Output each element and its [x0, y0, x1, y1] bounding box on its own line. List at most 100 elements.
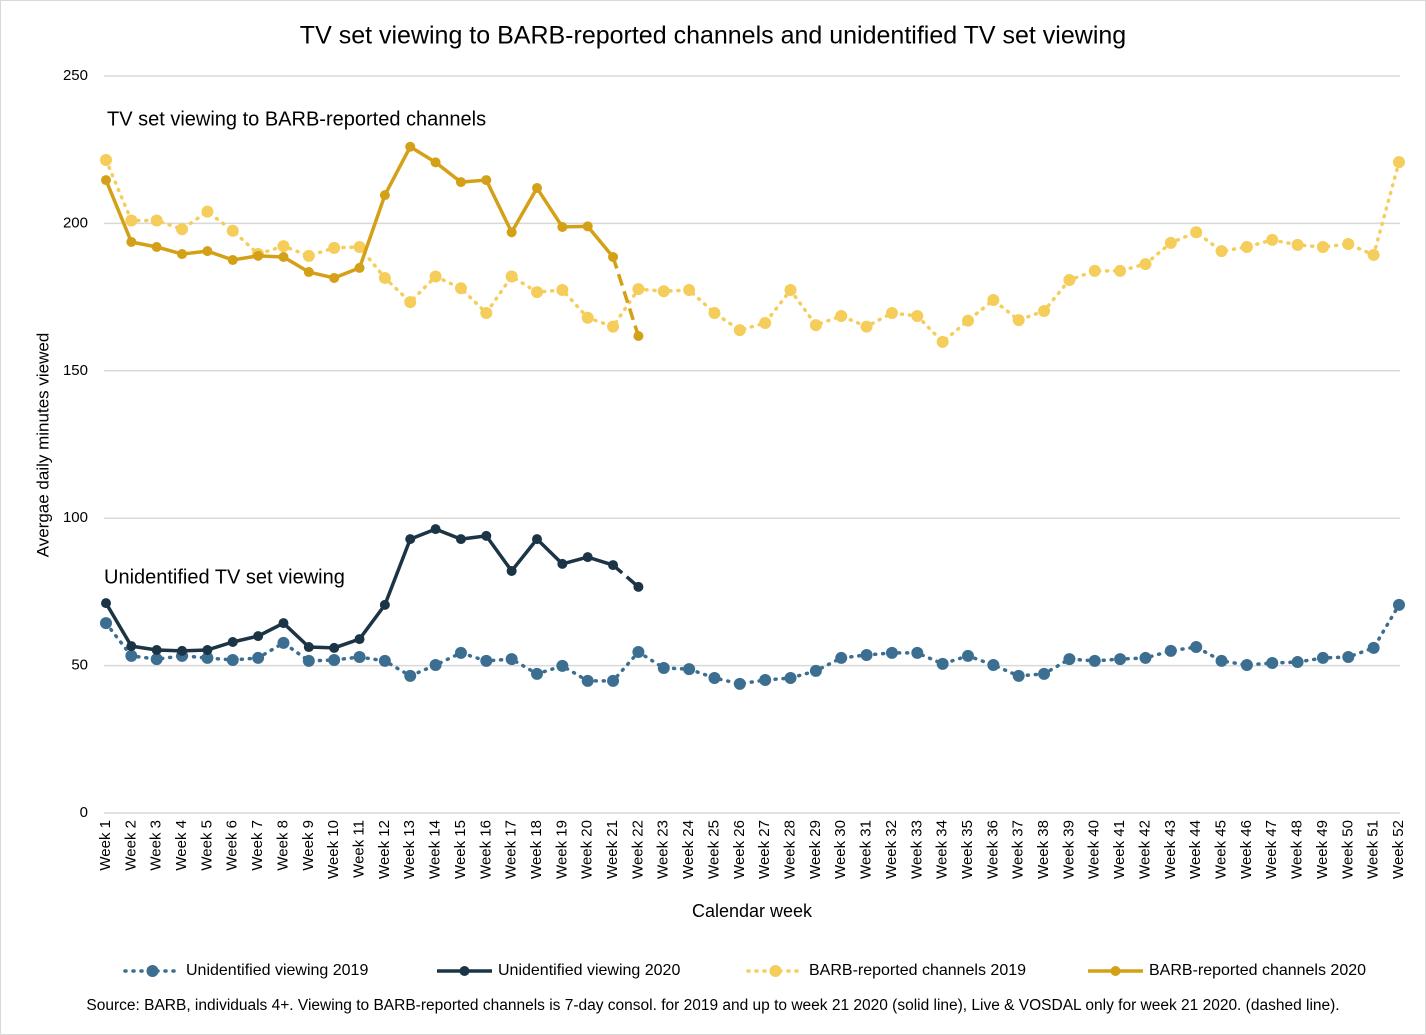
- data-point: [936, 335, 949, 348]
- data-point: [278, 252, 289, 263]
- data-point: [532, 183, 542, 194]
- data-point: [405, 534, 416, 545]
- x-tick-label: Week 48: [1289, 820, 1306, 879]
- data-point: [1164, 644, 1177, 657]
- x-tick-label: Week 12: [376, 820, 393, 879]
- data-point: [278, 618, 289, 629]
- data-point: [784, 671, 797, 684]
- data-point: [201, 205, 214, 218]
- data-point: [987, 294, 1000, 307]
- data-point: [708, 671, 721, 684]
- legend-label: Unidentified viewing 2020: [498, 962, 680, 979]
- series-line-dashed: [611, 563, 640, 589]
- data-point: [1316, 240, 1329, 253]
- data-point: [226, 653, 239, 666]
- x-tick-label: Week 7: [249, 820, 266, 871]
- data-point: [1190, 226, 1203, 239]
- x-tick-label: Week 18: [528, 820, 545, 879]
- x-tick-label: Week 45: [1212, 820, 1229, 879]
- legend-marker: [459, 966, 470, 976]
- x-tick-label: Week 27: [756, 820, 773, 879]
- data-point: [202, 644, 213, 655]
- data-point: [277, 636, 290, 649]
- y-tick-label: 100: [63, 509, 88, 526]
- data-point: [506, 227, 517, 238]
- data-point: [126, 236, 137, 247]
- x-tick-label: Week 44: [1187, 820, 1204, 879]
- data-point: [911, 646, 924, 659]
- data-point: [1367, 248, 1380, 261]
- y-tick-label: 150: [63, 362, 88, 379]
- data-point: [1316, 651, 1329, 664]
- x-tick-label: Week 33: [908, 820, 925, 879]
- data-point: [1291, 238, 1304, 251]
- x-tick-label: Week 15: [452, 820, 469, 879]
- data-point: [1164, 236, 1177, 249]
- data-point: [125, 214, 138, 227]
- data-point: [784, 284, 797, 297]
- data-point: [1012, 314, 1025, 327]
- data-point: [202, 246, 213, 257]
- data-point: [987, 659, 1000, 672]
- data-point: [378, 271, 391, 284]
- data-point: [733, 324, 746, 337]
- data-point: [303, 642, 314, 653]
- data-point: [683, 663, 696, 676]
- data-point: [430, 157, 441, 168]
- annotation: TV set viewing to BARB-reported channels: [107, 108, 486, 130]
- x-tick-label: Week 41: [1111, 820, 1128, 879]
- data-point: [354, 262, 365, 273]
- data-point: [633, 581, 644, 592]
- x-tick-label: Week 11: [350, 820, 367, 878]
- data-point: [860, 648, 873, 661]
- data-point: [607, 320, 620, 333]
- x-tick-label: Week 46: [1238, 820, 1255, 879]
- data-point: [303, 267, 314, 278]
- data-point: [430, 524, 441, 535]
- data-point: [632, 646, 645, 659]
- x-tick-label: Week 35: [959, 820, 976, 879]
- x-tick-label: Week 31: [858, 820, 875, 879]
- data-point: [1114, 264, 1127, 277]
- data-point: [454, 282, 467, 295]
- chart-title: TV set viewing to BARB-reported channels…: [300, 22, 1126, 50]
- data-point: [1038, 304, 1051, 317]
- data-point: [404, 296, 417, 309]
- data-point: [759, 317, 772, 330]
- data-point: [151, 644, 162, 655]
- data-point: [151, 241, 162, 252]
- x-tick-label: Week 16: [477, 820, 494, 879]
- data-point: [1393, 156, 1405, 169]
- x-tick-label: Week 26: [731, 820, 748, 879]
- data-point: [531, 667, 543, 680]
- x-tick-label: Week 36: [984, 820, 1001, 879]
- y-tick-label: 0: [80, 804, 88, 821]
- data-point: [532, 534, 542, 545]
- data-point: [581, 674, 594, 687]
- data-point: [379, 599, 390, 610]
- series-line: [104, 603, 1401, 686]
- data-point: [1088, 654, 1101, 667]
- data-point: [1291, 656, 1304, 669]
- x-tick-label: Week 37: [1010, 820, 1027, 879]
- x-tick-label: Week 32: [883, 820, 900, 879]
- data-point: [581, 311, 594, 324]
- data-point: [201, 651, 214, 664]
- data-point: [253, 631, 264, 642]
- data-point: [608, 252, 619, 263]
- source-note: Source: BARB, individuals 4+. Viewing to…: [86, 997, 1339, 1014]
- data-point: [1063, 274, 1076, 287]
- data-point: [379, 190, 390, 201]
- y-tick-label: 250: [63, 67, 88, 84]
- x-tick-label: Week 49: [1314, 820, 1331, 879]
- data-point: [657, 285, 670, 298]
- data-point: [556, 284, 569, 297]
- legend-label: BARB-reported channels 2020: [1149, 962, 1366, 979]
- data-point: [302, 654, 315, 667]
- data-point: [328, 653, 341, 666]
- data-point: [1215, 654, 1228, 667]
- x-tick-label: Week 38: [1035, 820, 1052, 879]
- x-tick-label: Week 9: [300, 820, 317, 871]
- data-point: [253, 250, 264, 261]
